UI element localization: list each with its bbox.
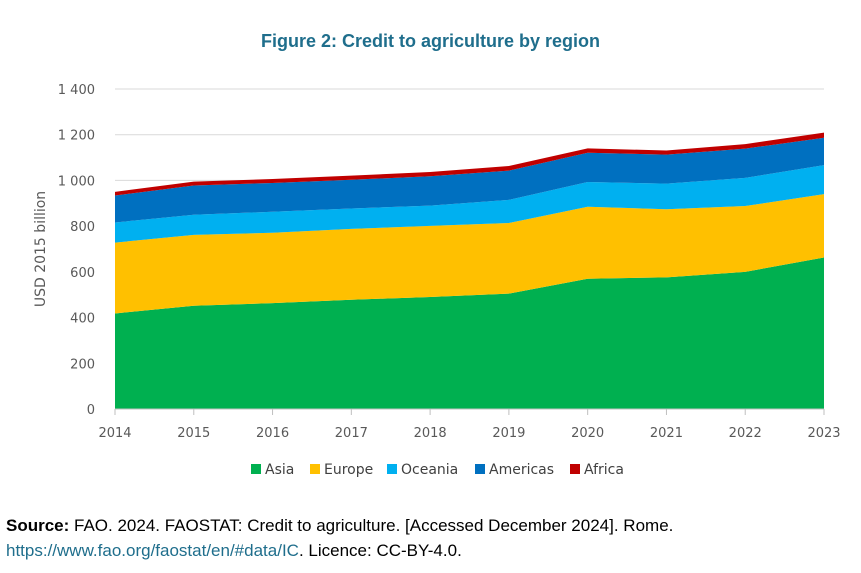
y-tick-label: 1 400 <box>58 83 95 98</box>
area-americas <box>115 137 824 223</box>
source-text: FAO. 2024. FAOSTAT: Credit to agricultur… <box>69 516 674 535</box>
x-tick-label: 2017 <box>335 426 368 441</box>
legend-swatch-europe <box>310 464 320 474</box>
licence-text: . Licence: CC-BY-4.0. <box>298 541 462 560</box>
area-chart: 0 200 400 600 800 1 000 1 200 1 400 2014 2015 2016… <box>33 83 841 478</box>
x-tick-label: 2019 <box>492 426 525 441</box>
legend-label-oceania: Oceania <box>401 462 458 478</box>
y-tick-label: 600 <box>70 266 95 281</box>
source-link[interactable]: https://www.fao.org/faostat/en/#data/IC <box>6 541 299 560</box>
y-tick-label: 200 <box>70 357 95 372</box>
x-tick-label: 2015 <box>177 426 210 441</box>
legend-swatch-oceania <box>387 464 397 474</box>
y-tick-label: 0 <box>87 403 95 418</box>
y-tick-label: 1 200 <box>58 129 95 144</box>
area-oceania <box>115 165 824 243</box>
x-tick-label: 2016 <box>256 426 289 441</box>
legend-label-africa: Africa <box>584 462 624 478</box>
x-tick-label: 2020 <box>571 426 604 441</box>
legend-label-americas: Americas <box>489 462 554 478</box>
area-africa <box>115 132 824 196</box>
legend-swatch-americas <box>475 464 485 474</box>
legend-swatch-asia <box>251 464 261 474</box>
y-tick-label: 800 <box>70 220 95 235</box>
area-asia <box>115 257 824 409</box>
area-europe <box>115 194 824 314</box>
source-note: Source: FAO. 2024. FAOSTAT: Credit to ag… <box>6 513 856 563</box>
legend-label-asia: Asia <box>265 462 294 478</box>
legend-swatch-africa <box>570 464 580 474</box>
x-tick-label: 2018 <box>414 426 447 441</box>
y-tick-label: 400 <box>70 312 95 327</box>
x-tick-label: 2021 <box>650 426 683 441</box>
legend-label-europe: Europe <box>324 462 373 478</box>
x-tick-label: 2022 <box>729 426 762 441</box>
y-axis-label: USD 2015 billion <box>33 191 49 307</box>
chart-panel: Figure 2: Credit to agriculture by regio… <box>33 31 841 478</box>
x-tick-label: 2014 <box>98 426 131 441</box>
chart-title: Figure 2: Credit to agriculture by regio… <box>260 31 601 51</box>
y-tick-label: 1 000 <box>58 174 95 189</box>
source-label: Source: <box>6 516 70 535</box>
x-tick-label: 2023 <box>807 426 840 441</box>
